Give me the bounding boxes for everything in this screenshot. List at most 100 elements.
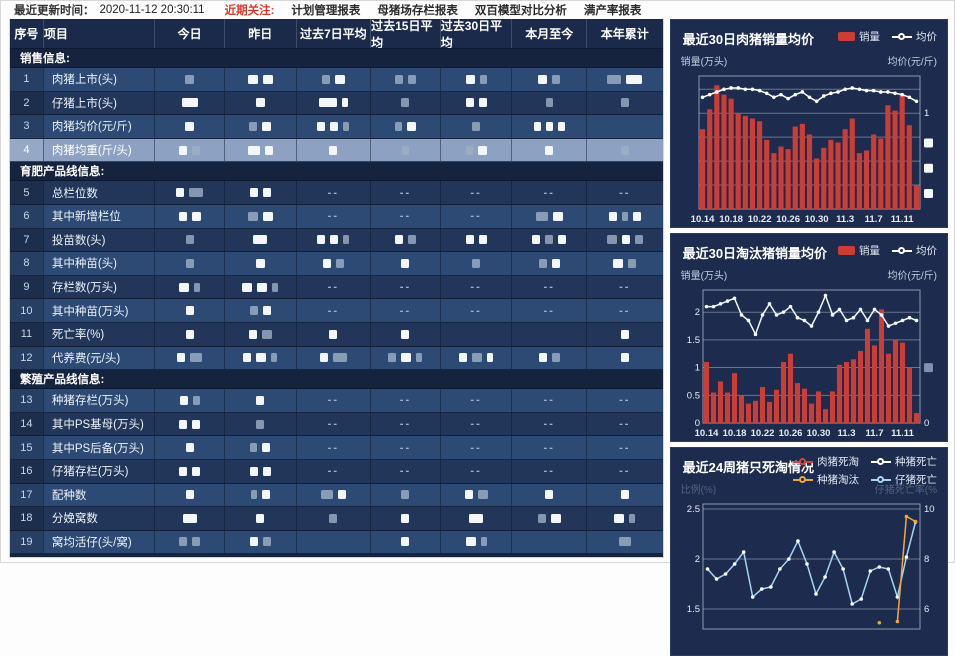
redacted-value-block (182, 513, 197, 523)
table-row[interactable]: 15 其中PS后备(万头) -- -- -- -- -- (10, 436, 663, 460)
svg-text:10.18: 10.18 (719, 214, 743, 225)
redacted-value-block (608, 211, 617, 221)
value-cell: -- (586, 181, 663, 204)
value-cell (295, 530, 371, 554)
table-row[interactable]: 9 存栏数(万头) -- -- -- -- -- (10, 275, 663, 300)
value-cell (370, 138, 440, 162)
column-header: 本月至今 (511, 19, 586, 48)
nav-link-plan-report[interactable]: 计划管理报表 (291, 5, 361, 17)
svg-text:10.30: 10.30 (804, 214, 828, 225)
svg-text:10.30: 10.30 (806, 428, 830, 439)
value-cell: -- (586, 275, 663, 299)
table-row[interactable]: 13 种猪存栏(万头) -- -- -- -- -- (10, 389, 663, 413)
value-cell (370, 322, 440, 346)
table-row[interactable]: 6 其中新增栏位 -- -- -- (10, 204, 663, 229)
table-row[interactable]: 2 仔猪上市(头) (10, 91, 663, 116)
row-number: 14 (10, 412, 43, 436)
redacted-value-block (256, 353, 267, 363)
redacted-value-block (249, 188, 258, 198)
redacted-value-block (332, 353, 347, 363)
value-cell (439, 138, 512, 162)
redacted-value-block (330, 121, 339, 131)
svg-text:11.3: 11.3 (836, 214, 854, 225)
table-row[interactable]: 7 投苗数(头) (10, 228, 663, 253)
redacted-value-block (552, 211, 563, 221)
column-header: 序号 (14, 27, 39, 41)
value-cell (370, 483, 440, 507)
redacted-value-block (185, 121, 195, 131)
no-data-dash: -- (543, 186, 555, 199)
table-row[interactable]: 18 分娩窝数 (10, 507, 663, 531)
legend-item[interactable]: 种猪淘汰 (793, 472, 859, 487)
value-cell: -- (370, 181, 440, 204)
redacted-value-block (192, 145, 201, 155)
chart-title: 最近24周猪只死淘情况 (682, 460, 815, 475)
row-number: 15 (10, 436, 43, 459)
redacted-value-block (533, 121, 541, 131)
table-row[interactable]: 17 配种数 (10, 483, 663, 508)
table-row[interactable]: 11 死亡率(%) (10, 322, 663, 347)
redacted-value-block (394, 235, 403, 245)
redacted-value-block (401, 513, 410, 523)
redacted-value-block (321, 74, 330, 84)
legend-item[interactable]: 销量 (838, 243, 880, 258)
legend-line-swatch-icon (793, 457, 813, 466)
value-cell (439, 483, 512, 507)
nav-link-capacity-report[interactable]: 满产率报表 (583, 5, 642, 17)
value-cell (223, 389, 296, 412)
redacted-value-block (250, 490, 257, 500)
chart-legend: 销量 均价 (838, 29, 937, 44)
table-row[interactable]: 4 肉猪均重(斤/头) (10, 138, 663, 163)
dashboard-body: 序号 项目 今日 昨日 过去7日平均 过去15日平均 过去30日平均 本月至今 本年累计 销售信息… (1, 19, 954, 656)
no-data-dash: -- (543, 304, 555, 317)
column-header: 过去7日平均 (295, 19, 371, 48)
table-row[interactable]: 16 仔猪存栏(万头) -- -- -- -- -- (10, 459, 663, 484)
value-cell: -- (511, 299, 586, 322)
redacted-value-block (247, 145, 260, 155)
nav-link-model-compare[interactable]: 双百模型对比分析 (474, 5, 567, 17)
redacted-value-block (469, 513, 484, 523)
redacted-value-block (329, 145, 338, 155)
redacted-value-block (337, 490, 346, 500)
redacted-value-block (255, 258, 265, 268)
legend-line-swatch-icon (793, 475, 813, 484)
table-row[interactable]: 1 肉猪上市(头) (10, 68, 663, 92)
redacted-value-block (465, 74, 475, 84)
table-row[interactable]: 10 其中种苗(万头) -- -- -- -- -- (10, 299, 663, 323)
value-cell (223, 252, 296, 275)
redacted-value-block (262, 188, 271, 198)
value-cell: -- (370, 459, 440, 483)
no-data-dash: -- (399, 281, 412, 294)
no-data-dash: -- (399, 304, 412, 317)
redacted-value-block (629, 513, 636, 523)
no-data-dash: -- (399, 418, 412, 431)
value-cell: -- (586, 389, 663, 412)
table-row[interactable]: 19 窝均活仔(头/窝) (10, 530, 663, 555)
redacted-value-block (262, 211, 273, 221)
no-data-dash: -- (399, 186, 412, 199)
legend-label: 均价 (916, 245, 937, 257)
table-row[interactable]: 3 肉猪均价(元/斤) (10, 115, 663, 139)
table-row[interactable]: 12 代养费(元/头) (10, 346, 663, 371)
row-item-label: 总栏位数 (42, 181, 154, 204)
table-row[interactable]: 5 总栏位数 -- -- -- -- -- (10, 181, 663, 205)
nav-link-sow-farm-report[interactable]: 母猪场存栏报表 (377, 5, 458, 17)
value-cell (154, 299, 224, 322)
table-row[interactable]: 8 其中种苗(头) (10, 252, 663, 276)
table-row[interactable]: 14 其中PS基母(万头) -- -- -- -- -- (10, 412, 663, 437)
value-cell (154, 181, 224, 204)
legend-item[interactable]: 种猪死亡 (871, 454, 937, 469)
legend-item[interactable]: 销量 (838, 29, 880, 44)
legend-item[interactable]: 均价 (892, 243, 937, 258)
legend-item[interactable]: 均价 (892, 29, 937, 44)
value-cell: -- (439, 389, 512, 412)
legend-item[interactable]: 仔猪死亡 (871, 472, 937, 487)
svg-text:10.26: 10.26 (776, 214, 800, 225)
redacted-value-block (538, 353, 547, 363)
legend-item[interactable]: 肉猪死淘 (793, 454, 859, 469)
left-axis-unit: 比例(%) (680, 485, 717, 496)
redacted-value-block (394, 74, 403, 84)
no-data-dash: -- (543, 394, 555, 407)
redacted-value-block (192, 395, 200, 405)
redacted-value-block (335, 258, 344, 268)
